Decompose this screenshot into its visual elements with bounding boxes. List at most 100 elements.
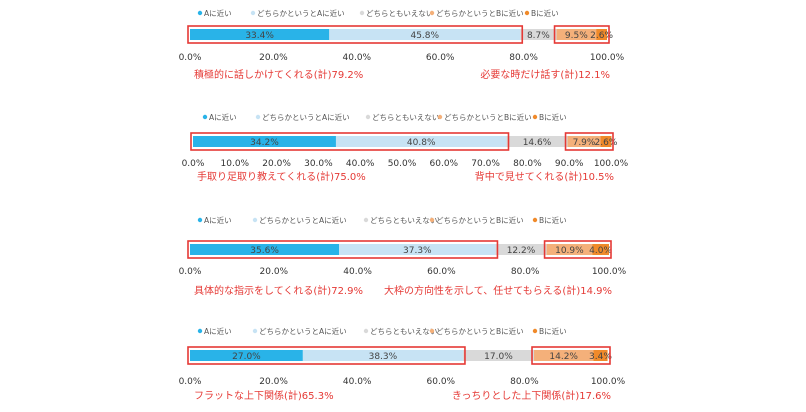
bar-segment-a [190, 244, 340, 255]
legend-label-lean-b: どちらかというとBに近い [436, 8, 524, 18]
bar-segment-lean-a [329, 29, 521, 40]
x-tick-label: 0.0% [182, 159, 205, 169]
bar-segment-lean-b [556, 29, 597, 40]
legend-label-a: Aに近い [204, 326, 232, 336]
data-label-b: 2.6% [590, 31, 613, 41]
data-label-lean-a: 37.3% [403, 246, 432, 256]
legend-marker-b [524, 10, 530, 16]
legend-label-lean-a: どちらかというとAに近い [259, 326, 347, 336]
bar-segment-neutral [495, 244, 547, 255]
x-tick-label: 80.0% [510, 377, 539, 387]
legend-label-lean-b: どちらかというとBに近い [436, 215, 524, 225]
legend-label-lean-a: どちらかというとAに近い [259, 215, 347, 225]
legend-label-a: Aに近い [204, 8, 232, 18]
bar-segment-neutral [520, 29, 557, 40]
bar-segment-neutral [506, 136, 568, 147]
x-tick-label: 40.0% [343, 267, 372, 277]
x-tick-label: 80.0% [511, 267, 540, 277]
data-label-lean-a: 38.3% [369, 352, 398, 362]
data-label-b: 4.0% [589, 246, 612, 256]
chart-panel-1: Aに近い どちらかというとAに近い どちらともいえない どちらかというとBに近い Bに近… [179, 8, 625, 81]
x-tick-label: 40.0% [343, 377, 372, 387]
data-label-lean-a: 40.8% [407, 138, 436, 148]
x-tick-label: 60.0% [430, 159, 459, 169]
x-tick-label: 20.0% [259, 377, 288, 387]
legend-marker-neutral [363, 217, 369, 223]
x-tick-label: 60.0% [427, 377, 456, 387]
bar-segment-lean-a [302, 350, 463, 361]
bar-segment-lean-b [534, 350, 594, 361]
highlight-box-b-side [531, 346, 611, 365]
bar-segment-lean-a [335, 136, 507, 147]
legend-label-a: Aに近い [204, 215, 232, 225]
legend-label-b: Bに近い [539, 112, 567, 122]
x-tick-label: 40.0% [343, 53, 372, 63]
x-tick-label: 100.0% [592, 267, 627, 277]
callout-b-side: 大枠の方向性を示して、任せてもらえる(計)14.9% [384, 284, 612, 297]
callout-a-side: 具体的な指示をしてくれる(計)72.9% [194, 284, 363, 297]
bar-segment-b [600, 136, 612, 147]
data-label-lean-b: 10.9% [555, 246, 584, 256]
legend-label-neutral: どちらともいえない [370, 216, 437, 225]
legend-label-neutral: どちらともいえない [366, 9, 433, 18]
legend-marker-lean-b [429, 10, 435, 16]
legend-marker-lean-b [437, 114, 443, 120]
legend-marker-lean-b [429, 217, 435, 223]
highlight-box-b-side [553, 25, 610, 44]
data-label-neutral: 8.7% [527, 31, 550, 41]
legend-marker-a [197, 10, 203, 16]
legend-label-lean-a: どちらかというとAに近い [257, 8, 345, 18]
legend-marker-b [532, 328, 538, 334]
callout-a-side: フラットな上下関係(計)65.3% [194, 389, 334, 402]
x-tick-label: 60.0% [426, 53, 455, 63]
legend-marker-a [197, 217, 203, 223]
legend-label-a: Aに近い [209, 112, 237, 122]
bar-segment-a [190, 29, 330, 40]
chart-panel-2: Aに近い どちらかというとAに近い どちらともいえない どちらかというとBに近い Bに近… [182, 112, 629, 183]
data-label-neutral: 12.2% [507, 246, 536, 256]
bar-segment-lean-a [339, 244, 496, 255]
bar-segment-b [592, 244, 609, 255]
data-label-b: 3.4% [589, 352, 612, 362]
x-tick-label: 70.0% [471, 159, 500, 169]
legend-marker-b [532, 217, 538, 223]
callout-a-side: 手取り足取り教えてくれる(計)75.0% [197, 170, 366, 183]
callout-a-side: 積極的に話しかけてくれる(計)79.2% [194, 68, 363, 81]
callout-b-side: 必要な時だけ話す(計)12.1% [480, 68, 610, 81]
x-tick-label: 80.0% [509, 53, 538, 63]
legend-marker-lean-a [252, 328, 258, 334]
x-tick-label: 100.0% [590, 53, 625, 63]
bar-segment-neutral [462, 350, 535, 361]
x-tick-label: 20.0% [260, 267, 289, 277]
legend-marker-lean-b [429, 328, 435, 334]
data-label-a: 35.6% [250, 246, 279, 256]
bar-segment-lean-b [567, 136, 601, 147]
legend-marker-a [202, 114, 208, 120]
legend-label-b: Bに近い [539, 215, 567, 225]
data-label-neutral: 14.6% [523, 138, 552, 148]
legend-marker-b [532, 114, 538, 120]
x-tick-label: 0.0% [179, 377, 202, 387]
legend-label-lean-b: どちらかというとBに近い [436, 326, 524, 336]
x-tick-label: 30.0% [304, 159, 333, 169]
legend-label-b: Bに近い [539, 326, 567, 336]
x-tick-label: 90.0% [555, 159, 584, 169]
legend-marker-lean-a [250, 10, 256, 16]
legend-marker-a [197, 328, 203, 334]
x-tick-label: 100.0% [594, 159, 629, 169]
data-label-neutral: 17.0% [484, 352, 513, 362]
x-tick-label: 60.0% [427, 267, 456, 277]
highlight-box-a-side [187, 240, 499, 259]
x-tick-label: 0.0% [179, 53, 202, 63]
legend-marker-neutral [359, 10, 365, 16]
data-label-a: 33.4% [245, 31, 274, 41]
data-label-lean-b: 9.5% [565, 31, 588, 41]
legend-label-neutral: どちらともいえない [370, 327, 437, 336]
x-tick-label: 0.0% [179, 267, 202, 277]
data-label-a: 27.0% [232, 352, 261, 362]
x-tick-label: 40.0% [346, 159, 375, 169]
x-tick-label: 20.0% [259, 53, 288, 63]
highlight-box-b-side [543, 240, 612, 259]
data-label-lean-a: 45.8% [410, 31, 439, 41]
